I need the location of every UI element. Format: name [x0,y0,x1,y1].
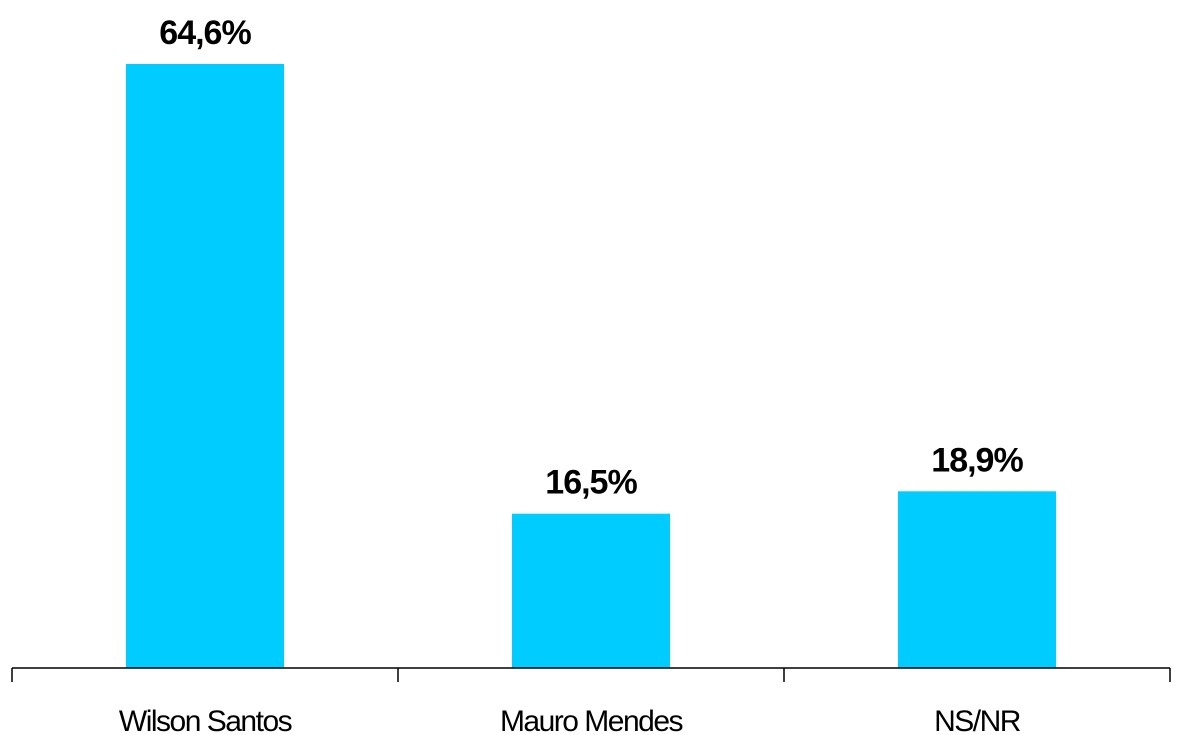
value-label-0: 64,6% [159,14,251,52]
value-label-1: 16,5% [545,464,637,502]
x-axis [11,667,1171,682]
bar-2 [898,491,1056,668]
category-label-1: Mauro Mendes [500,705,683,735]
bars-group [126,64,1056,668]
category-label-2: NS/NR [934,705,1021,735]
bar-1 [512,513,670,668]
value-labels-group: 64,6% 16,5% 18,9% [159,14,1024,502]
category-label-0: Wilson Santos [119,705,292,735]
category-labels-group: Wilson Santos Mauro Mendes NS/NR [119,705,1022,735]
value-label-2: 18,9% [931,441,1023,479]
bar-0 [126,64,284,668]
